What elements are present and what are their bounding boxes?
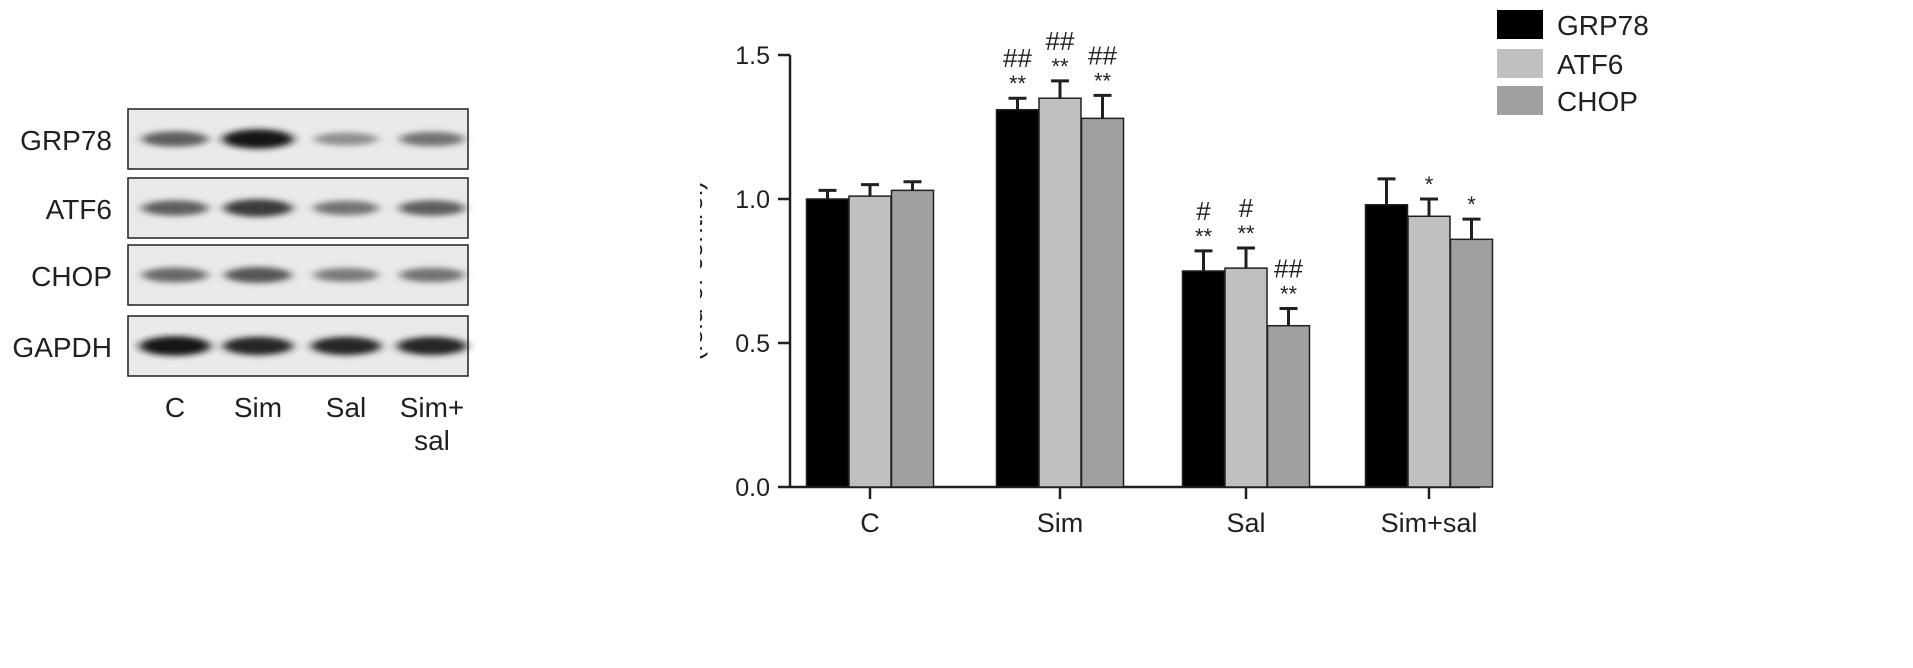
blot-band [314,132,378,146]
significance-hash: # [1239,193,1254,223]
significance-hash: ## [1274,253,1303,283]
significance-hash: ## [1046,26,1075,56]
blot-band [396,336,468,356]
legend-swatch-grp78 [1497,10,1543,39]
legend-swatch-atf6 [1497,49,1543,78]
blot-lane-label: C [165,392,185,423]
bar-chop [890,189,935,488]
y-tick-label: 0.0 [735,474,770,502]
bar-chop [1266,324,1311,488]
bar-atf6 [1038,97,1082,488]
significance-star: ** [1009,71,1027,96]
significance-star: * [1467,192,1476,217]
x-tick-label: Sim [1037,508,1084,538]
blot-lane-label: Sim+ sal [400,392,465,456]
blot-row-chop: CHOP [31,244,469,306]
y-tick-label: 0.5 [735,330,770,358]
significance-star: ** [1237,221,1255,246]
blot-row-label: CHOP [31,261,112,292]
significance-star: ** [1280,281,1298,306]
legend-label: ATF6 [1557,49,1623,80]
significance-star: ** [1195,224,1213,249]
significance-star: ** [1094,68,1112,93]
blot-row-atf6: ATF6 [46,177,469,239]
bar-chop [1080,117,1125,488]
legend-swatch-chop [1497,86,1543,115]
western-blot-figure: GRP78 ATF6 CHOP GAPDH C Sim Sal Sim+ sal [12,108,469,456]
x-tick-label: Sal [1226,508,1265,538]
blot-band [398,200,466,216]
x-tick-label: Sim+sal [1381,508,1478,538]
y-axis-label: Relative expression of GRP78and AFT6 and… [700,46,708,496]
x-tick-label: C [860,508,880,538]
blot-row-label: GRP78 [20,125,112,156]
bar-grp78 [1181,270,1226,488]
legend-label: CHOP [1557,86,1638,117]
bar-grp78 [995,108,1040,488]
blot-band [313,200,379,216]
y-tick-label: 1.0 [735,186,770,214]
bar-chop [1449,238,1494,488]
bar-chart: 0.0 0.5 1.0 1.5 Relative expression of GRP78… [614,10,1649,538]
bar-grp78 [805,198,850,488]
blot-row-label: GAPDH [12,332,112,363]
blot-band [222,336,294,356]
western-blot-panel: GRP78 ATF6 CHOP GAPDH C Sim Sal Sim+ sal [0,0,600,663]
y-tick-label: 1.5 [735,42,770,70]
blot-lane-label: Sal [326,392,366,423]
bar-grp78 [1364,204,1409,488]
significance-hash: # [1196,196,1211,226]
bar-atf6 [1224,267,1268,488]
blot-band [222,129,294,149]
blot-band [223,199,293,217]
blot-band [310,336,382,356]
blot-band [142,267,208,283]
blot-band [224,267,292,283]
bar-chart-panel: 0.0 0.5 1.0 1.5 Relative expression of GRP78… [614,0,1913,668]
bar-atf6 [1407,215,1451,488]
blot-row-label: ATF6 [46,194,112,225]
significance-hash: ## [1088,40,1117,70]
blot-row-grp78: GRP78 [20,108,469,170]
significance-star: * [1425,172,1434,197]
blot-band [399,267,465,283]
blot-row-gapdh: GAPDH [12,315,469,377]
blot-lane-label: Sim [234,392,282,423]
blot-band [141,131,209,147]
significance-star: ** [1051,54,1069,79]
blot-band [399,131,465,147]
significance-hash: ## [1003,43,1032,73]
legend-label: GRP78 [1557,10,1649,41]
bar-atf6 [848,195,892,488]
blot-band [141,200,209,216]
blot-band [139,336,211,356]
blot-band [313,268,379,282]
